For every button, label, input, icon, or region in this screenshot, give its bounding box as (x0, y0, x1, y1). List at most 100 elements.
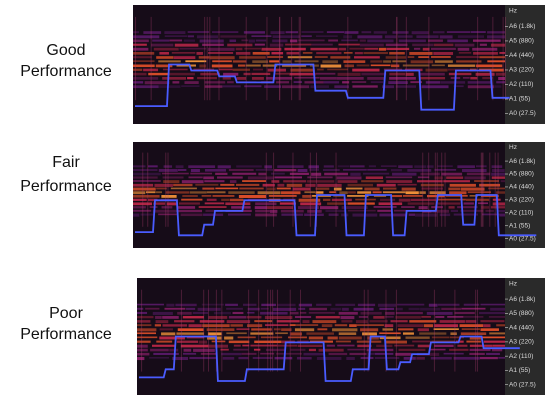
harmonic (283, 180, 307, 183)
harmonic (474, 180, 499, 182)
harmonic (335, 340, 351, 343)
harmonic (463, 316, 484, 318)
harmonic (433, 328, 459, 330)
harmonic (137, 316, 154, 319)
onset (248, 289, 250, 372)
onset (279, 16, 281, 101)
harmonic (347, 202, 375, 205)
harmonic (367, 352, 375, 355)
harmonic (379, 336, 401, 340)
axis-label: A2 (110) (509, 353, 533, 360)
harmonic (385, 176, 413, 179)
harmonic (338, 336, 362, 340)
harmonic (351, 81, 367, 83)
harmonic (183, 348, 192, 352)
onset (206, 16, 208, 101)
harmonic (166, 303, 175, 307)
harmonic (356, 340, 382, 343)
harmonic (233, 348, 249, 351)
harmonic (137, 356, 145, 361)
harmonic (373, 206, 397, 208)
harmonic (431, 64, 445, 67)
harmonic (410, 198, 436, 202)
harmonic (354, 52, 363, 55)
onset (165, 152, 167, 227)
harmonic (389, 72, 406, 76)
onset (279, 16, 281, 101)
harmonic (159, 336, 185, 340)
harmonic (369, 320, 388, 323)
harmonic (349, 165, 365, 168)
harmonic (153, 352, 179, 355)
harmonic (361, 180, 384, 183)
onset (482, 152, 484, 227)
harmonic (155, 64, 173, 68)
harmonic (412, 340, 431, 343)
harmonic (428, 303, 438, 307)
harmonic (190, 169, 200, 173)
harmonic (137, 303, 164, 306)
harmonic (308, 348, 316, 352)
axis-label: A1 (55) (509, 96, 530, 103)
harmonic (193, 348, 215, 352)
onset (367, 289, 369, 372)
harmonic (328, 213, 339, 216)
onset (502, 16, 504, 101)
harmonic (432, 209, 450, 213)
harmonic (270, 31, 285, 35)
harmonic (395, 352, 412, 356)
harmonic (327, 336, 338, 340)
harmonic (342, 81, 350, 84)
harmonic (402, 332, 414, 335)
harmonic (330, 56, 351, 59)
harmonic (163, 180, 180, 184)
harmonic (299, 311, 307, 314)
harmonic (460, 209, 484, 212)
harmonic (463, 303, 480, 306)
harmonic (317, 183, 342, 187)
harmonic (425, 68, 448, 72)
harmonic (171, 52, 196, 54)
harmonic (310, 85, 329, 88)
harmonic (412, 43, 434, 47)
harmonic (246, 316, 262, 319)
panel-label: Fair (52, 154, 80, 171)
harmonic (467, 81, 492, 84)
harmonic (420, 76, 446, 80)
harmonic (421, 85, 449, 89)
harmonic (133, 165, 146, 168)
harmonic (277, 165, 304, 168)
harmonic (314, 56, 328, 58)
harmonic (199, 39, 224, 43)
harmonic (480, 320, 505, 323)
harmonic (158, 60, 181, 63)
harmonic (258, 172, 267, 176)
harmonic (207, 336, 222, 340)
harmonic (158, 169, 178, 172)
harmonic (255, 169, 274, 171)
harmonic (213, 311, 231, 315)
harmonic (285, 43, 312, 46)
harmonic (232, 68, 250, 71)
axis-label: A0 (27.5) (509, 235, 536, 242)
harmonic (227, 81, 234, 84)
harmonic (368, 165, 376, 168)
harmonic (196, 35, 219, 39)
harmonic (239, 187, 264, 190)
onset (167, 152, 169, 227)
harmonic (294, 316, 312, 319)
harmonic (401, 187, 416, 191)
harmonic (479, 356, 498, 360)
harmonic (180, 344, 209, 348)
harmonic (481, 336, 505, 339)
harmonic (405, 191, 419, 195)
harmonic (133, 202, 152, 206)
harmonic (339, 191, 348, 195)
harmonic (236, 76, 247, 80)
harmonic (137, 328, 157, 332)
harmonic (280, 209, 304, 213)
harmonic (133, 47, 149, 51)
axis-label: A5 (880) (509, 38, 534, 45)
harmonic (150, 348, 169, 352)
harmonic (186, 336, 205, 339)
